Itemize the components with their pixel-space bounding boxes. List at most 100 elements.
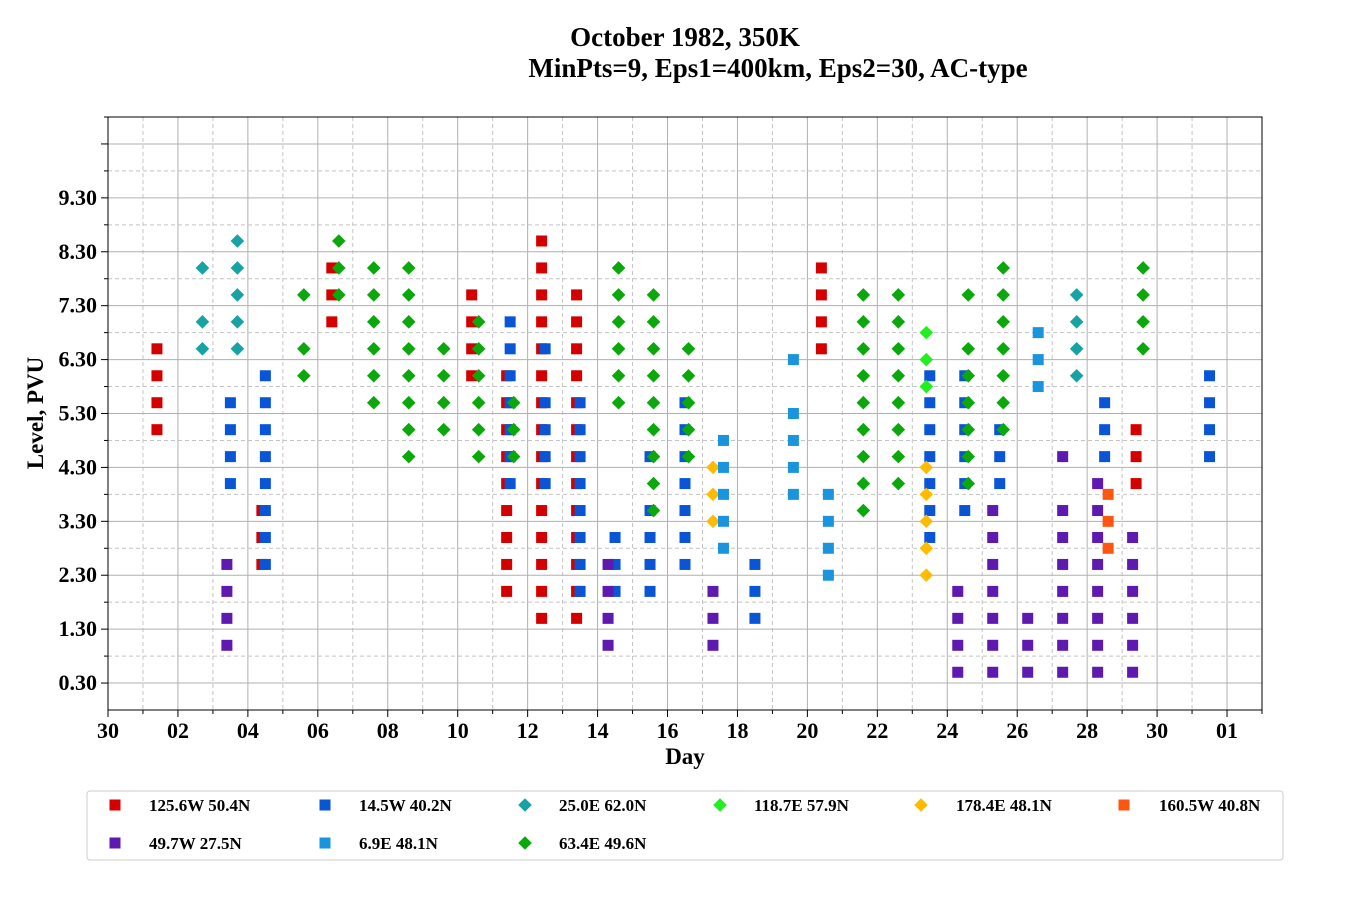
data-point: [539, 424, 551, 436]
data-point: [717, 542, 729, 554]
legend-label: 6.9E 48.1N: [359, 834, 439, 853]
legend-label: 14.5W 40.2N: [359, 796, 452, 815]
legend-marker: [518, 836, 532, 850]
data-point: [961, 288, 976, 302]
data-point: [1092, 612, 1104, 624]
data-point: [1092, 666, 1104, 678]
data-point: [571, 370, 583, 382]
data-point: [924, 370, 936, 382]
data-point: [1204, 451, 1216, 463]
data-point: [707, 639, 719, 651]
data-point: [536, 531, 548, 543]
data-point: [574, 585, 586, 597]
data-point: [536, 558, 548, 570]
data-point: [401, 342, 416, 356]
data-point: [987, 531, 999, 543]
data-point: [646, 315, 661, 329]
legend-label: 25.0E 62.0N: [559, 796, 647, 815]
data-point: [644, 585, 656, 597]
data-point: [326, 289, 338, 301]
data-point: [571, 289, 583, 301]
legend: 125.6W 50.4N 14.5W 40.2N 25.0E 62.0N 118.7E…: [86, 790, 1284, 861]
data-point: [1102, 542, 1114, 554]
data-point: [987, 585, 999, 597]
data-point: [1099, 424, 1111, 436]
data-point: [891, 368, 906, 383]
data-point: [609, 531, 621, 543]
data-point: [717, 488, 729, 500]
data-point: [924, 397, 936, 409]
data-point: [471, 449, 486, 464]
data-point: [230, 261, 245, 275]
y-tick-label: 1.30: [59, 616, 98, 641]
data-point: [891, 315, 906, 329]
data-point: [891, 449, 906, 464]
data-point: [707, 612, 719, 624]
data-point: [952, 585, 964, 597]
data-point: [856, 368, 871, 383]
data-point: [1032, 327, 1044, 339]
data-point: [856, 315, 871, 329]
data-point: [1130, 451, 1142, 463]
data-point: [259, 370, 271, 382]
data-point: [366, 288, 381, 302]
data-point: [230, 315, 245, 329]
x-tick-label: 24: [936, 718, 958, 743]
data-point: [436, 342, 451, 356]
data-point: [611, 261, 626, 275]
data-point: [1127, 639, 1139, 651]
data-point: [1102, 515, 1114, 527]
data-point: [646, 476, 661, 491]
data-point: [646, 368, 661, 383]
data-point: [996, 368, 1011, 383]
data-point: [1022, 639, 1034, 651]
data-point: [856, 288, 871, 302]
data-point: [230, 234, 245, 248]
x-tick-label: 30: [97, 718, 119, 743]
data-point: [994, 478, 1006, 490]
data-point: [366, 261, 381, 275]
data-point: [717, 434, 729, 446]
data-point: [471, 368, 486, 383]
x-tick-label: 08: [377, 718, 399, 743]
data-point: [501, 505, 513, 517]
data-point: [996, 261, 1011, 275]
legend-marker: [109, 837, 121, 849]
data-point: [919, 325, 934, 340]
data-point: [230, 288, 245, 302]
data-point: [506, 449, 521, 464]
data-point: [571, 343, 583, 355]
data-point: [1057, 451, 1069, 463]
data-point: [1136, 261, 1150, 275]
data-point: [224, 478, 236, 490]
data-point: [466, 289, 478, 301]
data-point: [646, 288, 661, 302]
x-tick-label: 30: [1146, 718, 1168, 743]
data-point: [707, 585, 719, 597]
data-point: [466, 370, 478, 382]
data-point: [1057, 505, 1069, 517]
data-point: [924, 478, 936, 490]
data-point: [919, 460, 934, 475]
x-tick-label: 12: [517, 718, 539, 743]
data-point: [1127, 666, 1139, 678]
data-point: [539, 451, 551, 463]
data-point: [1127, 558, 1139, 570]
data-point: [259, 478, 271, 490]
x-tick-label: 10: [447, 718, 469, 743]
data-point: [611, 342, 626, 356]
legend-label: 49.7W 27.5N: [149, 834, 242, 853]
grid-lines: [107, 116, 1263, 710]
data-point: [1204, 370, 1216, 382]
data-point: [919, 379, 934, 394]
data-point: [987, 612, 999, 624]
data-point: [259, 451, 271, 463]
legend-marker: [319, 837, 331, 849]
data-point: [1069, 288, 1084, 302]
data-point: [536, 585, 548, 597]
chart-title: October 1982, 350K: [570, 22, 800, 52]
data-point: [259, 397, 271, 409]
data-point: [574, 505, 586, 517]
data-point: [815, 289, 827, 301]
legend-label: 125.6W 50.4N: [149, 796, 251, 815]
